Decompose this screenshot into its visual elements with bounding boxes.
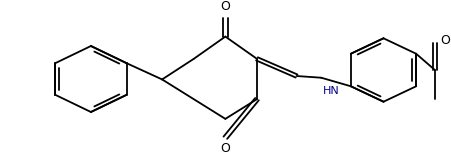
Text: O: O	[221, 0, 230, 13]
Text: O: O	[221, 142, 230, 155]
Text: HN: HN	[323, 86, 340, 96]
Text: O: O	[440, 34, 450, 47]
